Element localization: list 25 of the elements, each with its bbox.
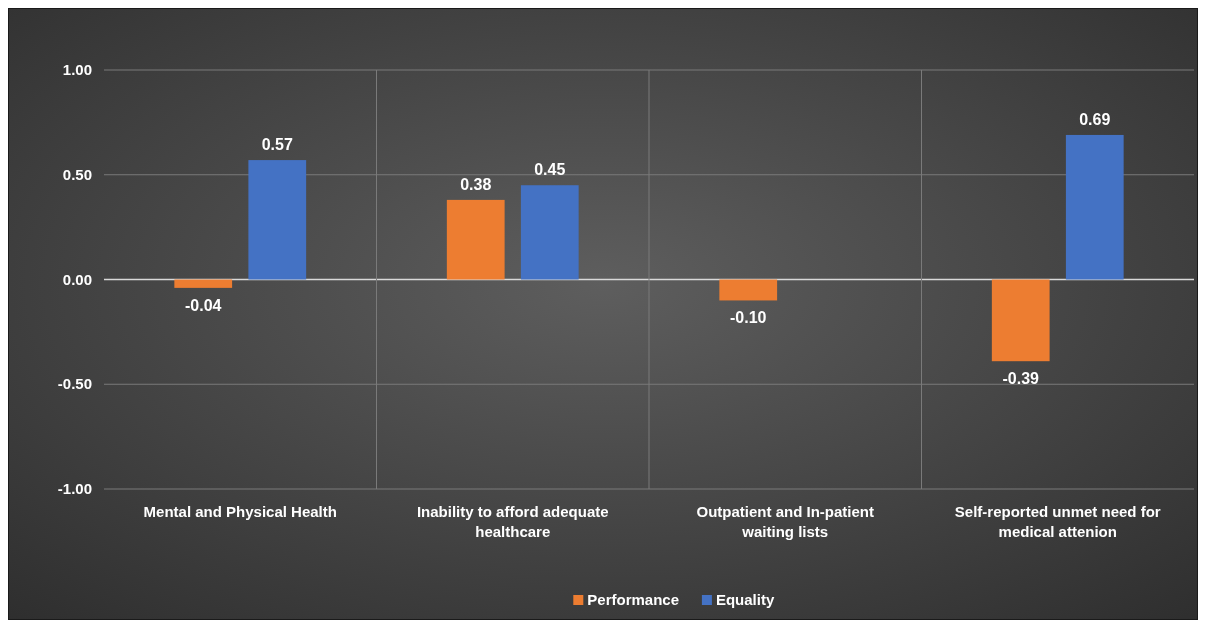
x-tick-label: Outpatient and In-patient waiting lists: [696, 503, 874, 540]
y-tick-label: -0.50: [57, 375, 92, 393]
data-label: 0.57: [261, 136, 293, 154]
data-label: 0.38: [460, 175, 492, 193]
bar: [248, 160, 307, 280]
x-tick-label: Self-reported unmet need for medical attenion: [954, 503, 1161, 540]
y-tick-label: -1.00: [57, 480, 92, 497]
legend-label: Performance: [587, 591, 680, 608]
bar: [174, 279, 233, 288]
y-tick-label: 0.50: [62, 165, 92, 183]
data-label: -0.04: [184, 296, 222, 314]
data-label: -0.10: [729, 309, 767, 327]
x-tick-label: Inability to afford adequate healthcare: [416, 503, 609, 540]
bar: [446, 199, 505, 280]
y-tick-label: 0.00: [62, 270, 92, 288]
bar: [1065, 134, 1124, 280]
bar: [991, 279, 1050, 362]
y-tick-label: 1.00: [62, 61, 92, 78]
data-label: 0.45: [534, 161, 566, 179]
bar: [520, 185, 579, 280]
x-tick-label: Mental and Physical Health: [143, 503, 337, 520]
data-label: -0.39: [1002, 370, 1040, 388]
bar: [719, 279, 778, 301]
legend-label: Equality: [715, 591, 775, 608]
data-label: 0.69: [1079, 110, 1111, 128]
